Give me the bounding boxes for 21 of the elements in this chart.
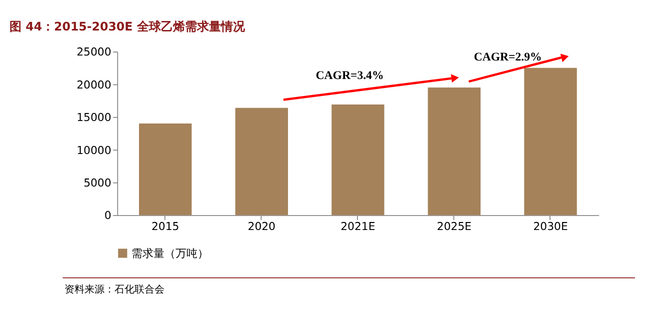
y-tick-label: 5000 xyxy=(84,176,112,190)
x-tick-label: 2020 xyxy=(248,220,276,234)
y-tick-label: 15000 xyxy=(76,111,112,124)
annotation: CAGR=2.9% xyxy=(474,50,542,64)
y-tick-label: 25000 xyxy=(76,46,112,59)
text: 资料来源：石化联合会 xyxy=(64,283,164,296)
annotation: CAGR=3.4% xyxy=(316,68,384,82)
chart-title: 图 44：2015-2030E 全球乙烯需求量情况 xyxy=(10,20,246,34)
bar xyxy=(428,88,481,216)
legend-label: 需求量（万吨） xyxy=(132,246,209,260)
x-tick-label: 2025E xyxy=(436,220,472,234)
bar xyxy=(332,104,384,216)
bar xyxy=(235,108,288,216)
y-tick-label: 0 xyxy=(104,209,112,222)
y-tick-label: 20000 xyxy=(76,78,112,92)
y-tick-label: 10000 xyxy=(76,144,112,157)
bar xyxy=(524,68,577,216)
x-tick-label: 2030E xyxy=(533,220,568,234)
x-tick-label: 2015 xyxy=(151,220,180,234)
x-tick-label: 2021E xyxy=(340,220,376,234)
bar xyxy=(138,124,192,216)
